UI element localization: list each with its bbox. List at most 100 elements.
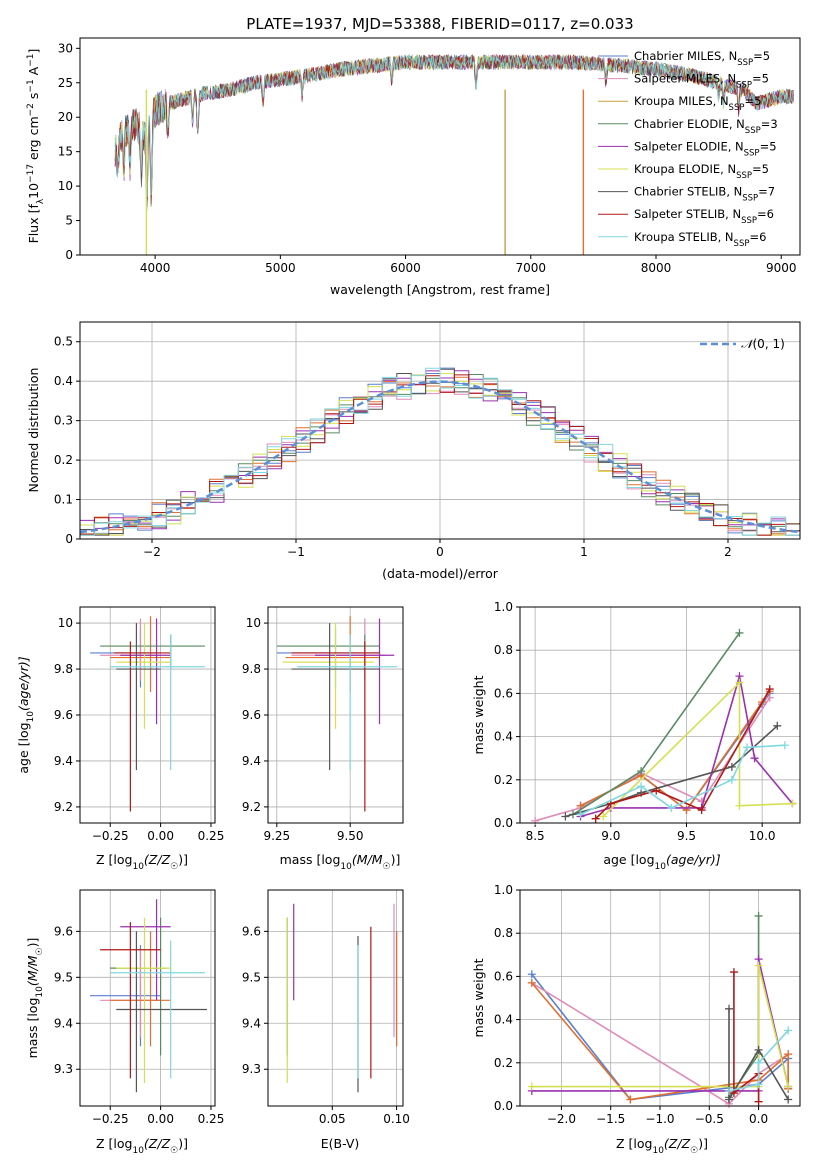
histogram-legend: 𝒩(0, 1) [700,337,785,351]
age-vs-z-ylabel: age [log10(age/yr)] [16,656,36,773]
mass-vs-z-xlabel: Z [log10(Z/Z☉)] [96,1136,188,1156]
weight-point-marker [652,786,661,795]
spectrum-title: PLATE=1937, MJD=53388, FIBERID=0117, z=0… [246,15,633,33]
y-tick-label: 0 [65,248,73,262]
mass-vs-z-panel: −0.25 0.00 0.25 9.3 9.4 9.5 9.6 Z [log10(Z/Z☉)… [25,889,225,1156]
weight-vs-age-panel: 8.5 9.0 9.5 10.0 0.0 0.2 0.4 0.6 0.8 1.0 age [log… [471,600,801,872]
weight-point-marker [754,1097,763,1106]
age-vs-mass-points [276,616,398,812]
weight-point-marker [697,806,706,815]
weight-vs-age-axes-frame [519,606,801,824]
weight-vs-z-series [527,911,793,1108]
x-tick-label: 9.50 [337,829,364,843]
weight-point-marker [784,1082,793,1091]
y-tick-label: 1.0 [494,600,513,614]
y-tick-label: 15 [58,145,73,159]
age-vs-z-panel: −0.25 0.00 0.25 9.2 9.4 9.6 9.8 10 Z [log10(Z/Z… [16,606,224,872]
x-tick-label: −1 [287,545,305,559]
legend-label: Chabrier STELIB, NSSP=7 [634,185,775,204]
x-tick-label: 10.0 [749,829,776,843]
y-tick-label: 9.3 [242,1062,261,1076]
y-tick-label: 9.8 [54,662,73,676]
age-vs-mass-panel: 9.25 9.50 9.2 9.4 9.6 9.8 10 mass [log10(M/M☉)… [242,606,404,872]
x-tick-label: 0.00 [147,829,174,843]
weight-point-marker [576,801,585,810]
weight-point-marker [784,1026,793,1035]
weight-vs-age-xlabel: age [log10(age/yr)] [603,852,720,872]
age-vs-z-axes-frame [79,606,216,824]
mass-vs-z-ylabel: mass [log10(M/M☉)] [25,938,45,1059]
weight-point-marker [527,978,536,987]
spectrum-legend: Chabrier MILES, NSSP=5 Salpeter MILES, NS… [598,49,778,249]
spectrum-series [114,53,794,255]
histogram-ylabel: Normed distribution [26,368,41,493]
legend-label: Kroupa ELODIE, NSSP=5 [634,162,769,181]
weight-point-marker [637,767,646,776]
y-tick-label: 25 [58,76,73,90]
y-tick-label: 9.4 [242,754,261,768]
y-tick-label: 0.3 [54,414,73,428]
x-tick-label: −1.0 [645,1112,674,1126]
x-tick-label: 8.5 [526,829,545,843]
y-tick-label: 0.5 [54,335,73,349]
y-tick-label: 9.6 [242,924,261,938]
x-tick-label: 1 [580,545,588,559]
x-tick-label: 0.00 [147,1112,174,1126]
y-tick-label: 0.8 [494,926,513,940]
weight-point-marker [599,812,608,821]
x-tick-label: 0.0 [749,1112,768,1126]
weight-vs-age-ylabel: mass weight [471,675,486,754]
weight-point-marker [754,1058,763,1067]
mass-vs-ebv-xlabel: E(B-V) [321,1136,360,1151]
weight-series-line [534,697,771,822]
x-tick-label: −0.5 [695,1112,724,1126]
mass-vs-z-axes-frame [79,889,216,1107]
x-tick-label: 5000 [265,261,296,275]
mass-vs-z-points [90,899,207,1093]
weight-point-marker [735,628,744,637]
weight-series-line [580,744,785,816]
spectrum-ylabel: Flux [fλ10−17 erg cm−2 s−1 A−1] [26,49,46,244]
y-tick-label: 9.5 [54,970,73,984]
histogram-axes-frame [79,321,801,540]
y-tick-label: 0.6 [494,686,513,700]
weight-point-marker [784,1050,793,1059]
legend-label: Chabrier MILES, NSSP=5 [634,49,770,68]
y-tick-label: 0.2 [54,453,73,467]
legend-label: Salpeter ELODIE, NSSP=5 [634,139,777,158]
x-tick-label: 2 [724,545,732,559]
y-tick-label: 9.5 [242,970,261,984]
mass-vs-ebv-panel: 0.05 0.10 9.3 9.4 9.5 9.6 E(B-V) [242,889,410,1151]
y-tick-label: 0.0 [494,1099,513,1113]
weight-point-marker [788,799,797,808]
y-tick-label: 9.2 [54,800,73,814]
weight-point-marker [727,775,736,784]
weight-point-marker [735,678,744,687]
y-tick-label: 0.4 [494,730,513,744]
weight-point-marker [784,1095,793,1104]
weight-point-marker [637,782,646,791]
x-tick-label: 0 [436,545,444,559]
legend-label: Kroupa MILES, NSSP=5 [634,94,761,113]
x-tick-label: 0.25 [198,1112,225,1126]
weight-point-marker [729,968,738,977]
weight-point-marker [754,1045,763,1054]
y-tick-label: 0.0 [494,816,513,830]
weight-point-marker [576,810,585,819]
weight-vs-z-xlabel: Z [log10(Z/Z☉)] [616,1136,708,1156]
age-vs-z-points [90,616,205,812]
x-tick-label: −2 [143,545,161,559]
weight-series-line [728,1008,789,1103]
age-vs-z-ticks: −0.25 0.00 0.25 9.2 9.4 9.6 9.8 10 [54,607,224,843]
legend-label: Chabrier ELODIE, NSSP=3 [634,117,778,136]
weight-point-marker [591,814,600,823]
legend-label: Salpeter MILES, NSSP=5 [634,72,769,91]
weight-point-marker [527,1082,536,1091]
x-tick-label: −2.0 [547,1112,576,1126]
legend-normal-label: 𝒩(0, 1) [741,337,785,351]
weight-point-marker [531,816,540,825]
weight-series-line [728,1029,789,1092]
mass-vs-ebv-ticks: 0.05 0.10 9.3 9.4 9.5 9.6 [242,890,410,1126]
y-tick-label: 0.4 [54,374,73,388]
y-tick-label: 9.4 [242,1016,261,1030]
